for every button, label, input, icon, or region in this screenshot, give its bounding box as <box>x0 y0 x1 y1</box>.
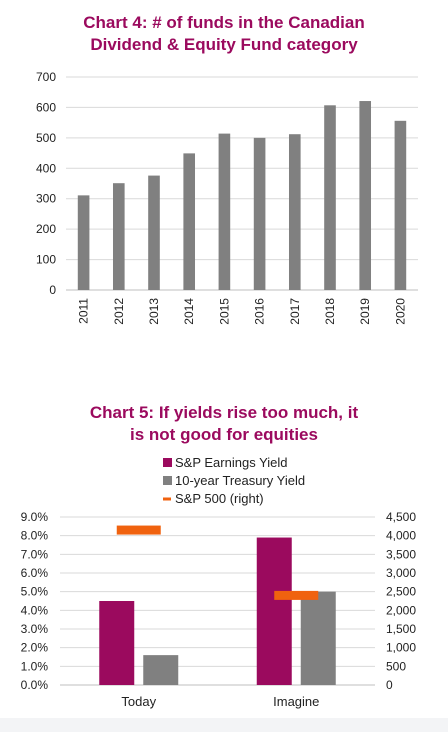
chart4-x-tick-label: 2019 <box>358 298 372 325</box>
chart5-y-left-tick-label: 1.0% <box>21 659 49 673</box>
chart4-x-tick-label: 2012 <box>112 298 126 325</box>
chart4-bar <box>359 101 372 290</box>
chart5-y-left-tick-label: 3.0% <box>21 622 49 636</box>
chart4-bar <box>394 120 407 291</box>
chart4-y-tick-label: 200 <box>36 222 56 236</box>
chart4-bar <box>183 153 196 290</box>
chart4-x-tick-label: 2011 <box>77 298 91 324</box>
chart4-x-tick-label: 2017 <box>288 298 302 325</box>
chart4-title: Chart 4: # of funds in the Canadian Divi… <box>0 12 448 56</box>
chart4-x-tick-label: 2018 <box>323 298 337 325</box>
chart5-legend-swatch <box>163 476 172 485</box>
chart5-y-right-tick-label: 2,000 <box>386 603 416 617</box>
chart5-y-left-tick-label: 9.0% <box>21 510 49 524</box>
chart5-y-left-tick-label: 6.0% <box>21 566 49 580</box>
chart5-title: Chart 5: If yields rise too much, it is … <box>0 402 448 446</box>
chart5-legend-label: 10-year Treasury Yield <box>175 473 305 488</box>
chart4-bar <box>253 137 266 290</box>
chart5-bar-treasury-yield <box>143 655 179 685</box>
chart5-sp500-marker <box>274 590 319 600</box>
chart5-y-right-tick-label: 2,500 <box>386 585 416 599</box>
chart5-y-left-tick-label: 7.0% <box>21 547 49 561</box>
chart5-y-right-tick-label: 3,000 <box>386 566 416 580</box>
chart5-legend-label: S&P Earnings Yield <box>175 455 288 470</box>
bottom-band <box>0 718 448 732</box>
chart5-y-left-tick-label: 8.0% <box>21 529 49 543</box>
chart4-y-tick-label: 400 <box>36 161 56 175</box>
chart4-title-line-2: Dividend & Equity Fund category <box>90 35 358 54</box>
chart4-x-tick-label: 2013 <box>147 298 161 325</box>
chart5-y-right-tick-label: 1,000 <box>386 641 416 655</box>
chart5-y-right-tick-label: 4,000 <box>386 529 416 543</box>
chart5-legend-label: S&P 500 (right) <box>175 491 264 506</box>
chart5-x-tick-label: Today <box>121 694 156 709</box>
chart5-y-right-tick-label: 3,500 <box>386 547 416 561</box>
chart4-bar <box>148 175 160 290</box>
chart4-plot: 0 100 200 300 400 500 600 700 2011 2012 2013 2014 20… <box>36 70 418 325</box>
chart4-y-tick-label: 700 <box>36 70 56 84</box>
chart4-x-tick-label: 2020 <box>393 298 407 325</box>
chart4-bar <box>77 195 90 290</box>
chart4-x-tick-label: 2014 <box>182 298 196 325</box>
chart5-y-right-tick-label: 4,500 <box>386 510 416 524</box>
chart4-bar <box>288 134 301 290</box>
chart5-y-left-tick-label: 0.0% <box>21 678 49 692</box>
chart5-bar-treasury-yield <box>300 591 336 685</box>
chart4-y-tick-label: 100 <box>36 253 56 267</box>
chart4-y-tick-label: 300 <box>36 192 56 206</box>
chart5-y-left-tick-label: 2.0% <box>21 641 49 655</box>
chart4-y-tick-label: 500 <box>36 131 56 145</box>
chart5-y-left-tick-label: 4.0% <box>21 603 49 617</box>
chart5-y-right-tick-label: 500 <box>386 659 406 673</box>
chart4-x-tick-label: 2015 <box>217 298 231 325</box>
chart5-legend-swatch <box>163 458 172 467</box>
chart5-sp500-marker <box>116 525 161 535</box>
chart5-y-right-tick-label: 0 <box>386 678 393 692</box>
chart4-y-tick-label: 600 <box>36 100 56 114</box>
chart5-title-line-1: Chart 5: If yields rise too much, it <box>89 403 359 422</box>
chart5-y-right-tick-label: 1,500 <box>386 622 416 636</box>
chart4-bar <box>218 133 231 290</box>
chart4-bar <box>324 105 336 290</box>
chart4-title-line-1: Chart 4: # of funds in the Canadian <box>83 13 365 32</box>
chart4-bar <box>112 183 125 290</box>
chart5-title-line-2: is not good for equities <box>130 425 318 444</box>
chart5-x-tick-label: Imagine <box>273 694 319 709</box>
chart5-bar-earnings-yield <box>99 601 135 685</box>
chart5-y-left-tick-label: 5.0% <box>21 585 49 599</box>
chart4-y-tick-label: 0 <box>49 283 56 297</box>
chart5-bar-earnings-yield <box>256 537 292 685</box>
chart4-x-tick-label: 2016 <box>253 298 267 325</box>
